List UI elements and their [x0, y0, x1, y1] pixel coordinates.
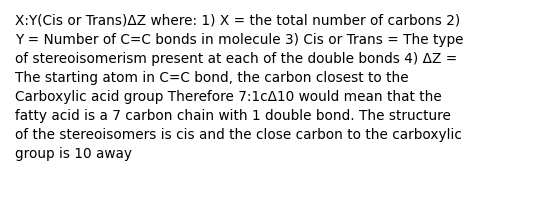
Text: X:Y(Cis or Trans)ΔZ where: 1) X = the total number of carbons 2)
Y = Number of C: X:Y(Cis or Trans)ΔZ where: 1) X = the to…: [15, 14, 464, 161]
